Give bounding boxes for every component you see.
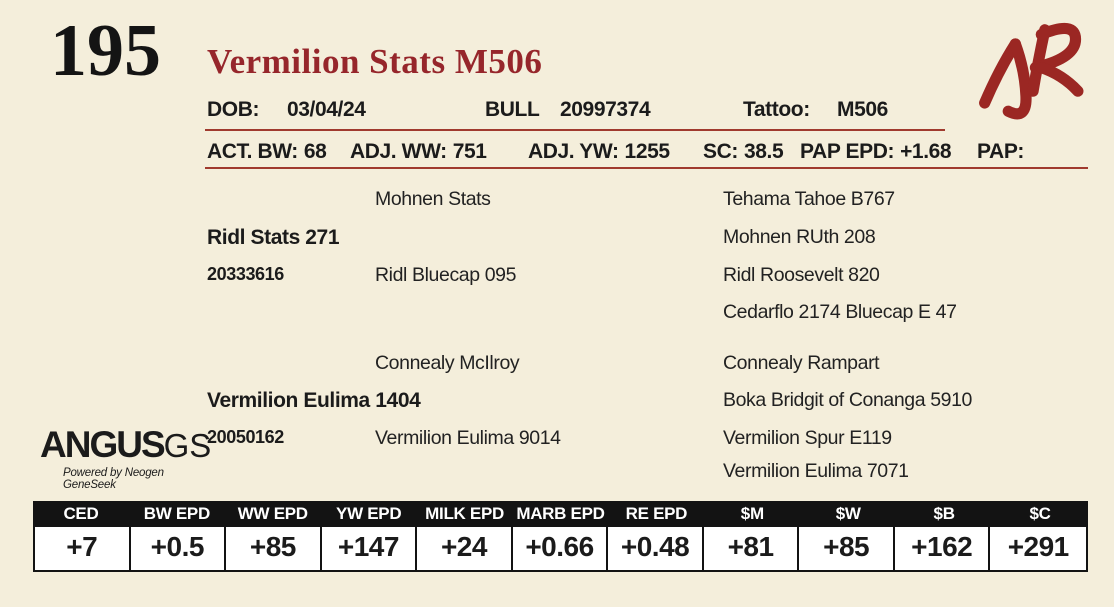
- stat-value: 68: [303, 140, 327, 163]
- dam-ancestor-1: Connealy Rampart: [723, 352, 880, 374]
- epd-value-milk: +24: [417, 527, 513, 570]
- tattoo-value: M506: [837, 98, 888, 121]
- dam-ancestor-4: Vermilion Eulima 7071: [723, 460, 909, 482]
- epd-value-yw: +147: [322, 527, 418, 570]
- sire-ancestor-2: Mohnen RUth 208: [723, 226, 876, 248]
- epd-header-bw: BW EPD: [143, 504, 211, 523]
- vermilion-ranch-brand-icon: [962, 18, 1097, 141]
- angusgs-logo-suffix: GS: [163, 427, 212, 464]
- epd-value-bw: +0.5: [131, 527, 227, 570]
- epd-header-dollar-c: $C: [1029, 504, 1051, 523]
- stat-label: PAP EPD:: [800, 140, 895, 163]
- epd-header-dollar-b: $B: [933, 504, 955, 523]
- angusgs-logo: ANGUSGS Powered by Neogen GeneSeek: [40, 424, 211, 491]
- dam-ancestor-3: Vermilion Spur E119: [723, 427, 892, 449]
- stat-value: +1.68: [900, 140, 952, 163]
- epd-value-dollar-c: +291: [1007, 531, 1070, 562]
- stat-value: 38.5: [743, 140, 784, 163]
- epd-value-re: +0.48: [608, 527, 704, 570]
- dam-granddam: Vermilion Eulima 9014: [375, 427, 561, 449]
- stat-act-bw: ACT. BW: 68: [207, 140, 327, 164]
- epd-header-milk: MILK EPD: [425, 504, 504, 523]
- sire-registration: 20333616: [207, 264, 284, 284]
- epd-header-dollar-m: $M: [740, 504, 764, 523]
- dam-registration: 20050162: [207, 427, 284, 447]
- dam-grandsire: Connealy McIlroy: [375, 352, 520, 374]
- epd-table-value-row: +7 +0.5 +85 +147 +24 +0.66 +0.48 +81 +85…: [33, 527, 1088, 572]
- dam-ancestor-2: Boka Bridgit of Conanga 5910: [723, 389, 972, 411]
- epd-header-re: RE EPD: [625, 504, 688, 523]
- stat-adj-yw: ADJ. YW: 1255: [528, 140, 670, 164]
- sire-ancestor-4: Cedarflo 2174 Bluecap E 47: [723, 301, 957, 323]
- stat-pap-epd: PAP EPD: +1.68: [800, 140, 952, 164]
- stats-divider-rule: [205, 167, 1088, 169]
- registration-number: 20997374: [560, 98, 651, 121]
- epd-header-marb: MARB EPD: [516, 504, 605, 523]
- epd-header-yw: YW EPD: [336, 504, 402, 523]
- epd-table-header-row: CED BW EPD WW EPD YW EPD MILK EPD MARB E…: [33, 501, 1088, 527]
- epd-value-ww: +85: [226, 527, 322, 570]
- epd-header-ww: WW EPD: [237, 504, 308, 523]
- angusgs-logo-tagline: Powered by Neogen GeneSeek: [63, 467, 164, 491]
- epd-header-ced: CED: [63, 504, 99, 523]
- sire-ancestor-3: Ridl Roosevelt 820: [723, 264, 880, 286]
- lot-number: 195: [50, 10, 161, 92]
- epd-value-dollar-m: +81: [704, 527, 800, 570]
- sire-granddam: Ridl Bluecap 095: [375, 264, 517, 286]
- stat-pap: PAP:: [977, 140, 1030, 164]
- epd-value-ced: +7: [35, 527, 131, 570]
- epd-value-dollar-b: +162: [895, 527, 991, 570]
- stat-value: 1255: [624, 140, 671, 163]
- stat-label: ADJ. WW:: [350, 140, 447, 163]
- angusgs-logo-main: ANGUS: [40, 424, 166, 465]
- tattoo-label: Tattoo:: [743, 98, 810, 121]
- stat-label: PAP:: [977, 140, 1025, 163]
- sire-ancestor-1: Tehama Tahoe B767: [723, 188, 895, 210]
- sex-label: BULL: [485, 98, 540, 121]
- epd-header-dollar-w: $W: [835, 504, 861, 523]
- sire-name: Ridl Stats 271: [207, 226, 340, 249]
- stat-label: ADJ. YW:: [528, 140, 619, 163]
- header-divider-rule: [205, 129, 945, 131]
- epd-table: CED BW EPD WW EPD YW EPD MILK EPD MARB E…: [33, 501, 1088, 572]
- stat-sc: SC: 38.5: [703, 140, 784, 164]
- epd-value-marb: +0.66: [513, 527, 609, 570]
- dob-label: DOB:: [207, 98, 260, 121]
- dob-value: 03/04/24: [287, 98, 366, 121]
- stat-label: SC:: [703, 140, 738, 163]
- sire-grandsire: Mohnen Stats: [375, 188, 491, 210]
- epd-value-dollar-w: +85: [799, 527, 895, 570]
- dam-name: Vermilion Eulima 1404: [207, 389, 421, 412]
- stat-value: 751: [452, 140, 487, 163]
- stat-label: ACT. BW:: [207, 140, 298, 163]
- stat-adj-ww: ADJ. WW: 751: [350, 140, 487, 164]
- animal-title: Vermilion Stats M506: [207, 42, 543, 81]
